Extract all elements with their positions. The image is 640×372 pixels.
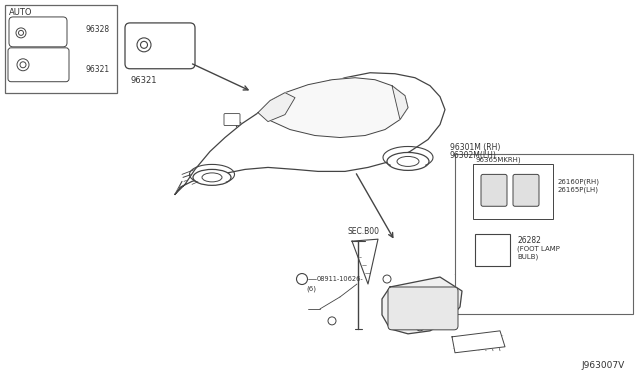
- Polygon shape: [258, 93, 295, 122]
- FancyBboxPatch shape: [8, 48, 69, 82]
- Ellipse shape: [202, 173, 222, 182]
- Text: 96366MKLH): 96366MKLH): [475, 163, 520, 170]
- Text: (FOOT LAMP: (FOOT LAMP: [517, 245, 560, 251]
- Text: 08911-10626-: 08911-10626-: [317, 276, 364, 282]
- Polygon shape: [352, 239, 378, 284]
- Circle shape: [19, 31, 24, 35]
- Text: SEC.B00: SEC.B00: [348, 227, 380, 236]
- FancyBboxPatch shape: [481, 174, 507, 206]
- Circle shape: [16, 28, 26, 38]
- Circle shape: [20, 62, 26, 68]
- FancyBboxPatch shape: [125, 23, 195, 69]
- Bar: [5, 5, 117, 93]
- Circle shape: [137, 38, 151, 52]
- Text: 96328: 96328: [86, 25, 110, 34]
- Text: 96302M(LH): 96302M(LH): [450, 151, 497, 160]
- Bar: [455, 154, 633, 314]
- Text: 26282: 26282: [517, 236, 541, 245]
- Bar: [473, 164, 553, 219]
- Text: J963007V: J963007V: [582, 361, 625, 370]
- Text: 26160P(RH): 26160P(RH): [558, 179, 600, 185]
- Polygon shape: [258, 78, 408, 138]
- FancyBboxPatch shape: [9, 17, 67, 47]
- Circle shape: [17, 59, 29, 71]
- Circle shape: [416, 323, 424, 331]
- Text: 96365MKRH): 96365MKRH): [475, 157, 520, 163]
- Text: N: N: [299, 276, 303, 281]
- FancyBboxPatch shape: [513, 174, 539, 206]
- FancyBboxPatch shape: [224, 113, 240, 126]
- Circle shape: [141, 41, 147, 48]
- Text: 26165P(LH): 26165P(LH): [558, 186, 599, 193]
- Text: AUTO: AUTO: [9, 8, 33, 17]
- Polygon shape: [382, 277, 462, 334]
- Polygon shape: [175, 73, 445, 194]
- Polygon shape: [452, 331, 505, 353]
- Ellipse shape: [387, 153, 429, 170]
- Circle shape: [328, 317, 336, 325]
- Text: 96301M (RH): 96301M (RH): [450, 142, 500, 151]
- Circle shape: [383, 275, 391, 283]
- Text: BULB): BULB): [517, 253, 538, 260]
- FancyBboxPatch shape: [388, 287, 458, 330]
- Text: 96321: 96321: [131, 76, 157, 85]
- Text: (6): (6): [306, 285, 316, 292]
- Bar: [475, 234, 510, 266]
- Polygon shape: [392, 86, 408, 119]
- Ellipse shape: [397, 157, 419, 166]
- Circle shape: [296, 273, 307, 285]
- Text: 96321: 96321: [86, 65, 110, 74]
- Ellipse shape: [193, 169, 231, 185]
